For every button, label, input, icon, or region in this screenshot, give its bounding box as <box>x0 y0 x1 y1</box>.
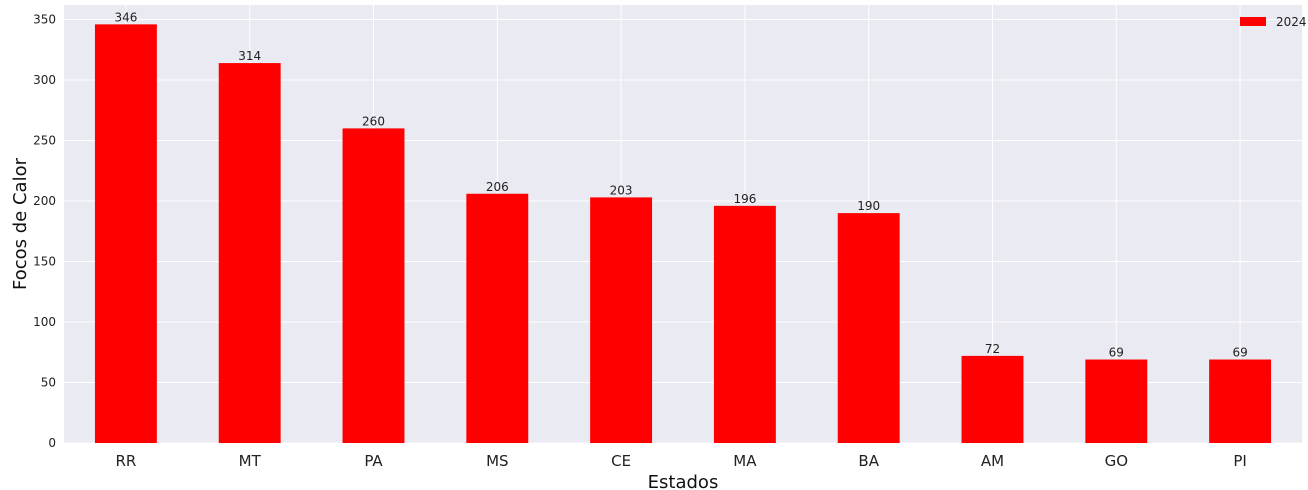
x-tick-label: AM <box>981 452 1004 470</box>
bar-go <box>1085 359 1148 443</box>
y-tick-label: 150 <box>33 255 56 269</box>
bar-mt <box>218 63 281 444</box>
x-tick-label: PI <box>1233 452 1246 470</box>
bar-rr <box>94 24 157 443</box>
bar-value-label: 206 <box>486 180 509 194</box>
bar-ms <box>466 193 529 443</box>
bar-value-label: 72 <box>985 342 1000 356</box>
bar-value-label: 203 <box>610 183 633 197</box>
y-tick-label: 300 <box>33 73 56 87</box>
x-tick-label: MS <box>486 452 508 470</box>
x-tick-label: MT <box>239 452 262 470</box>
y-tick-label: 0 <box>48 436 56 450</box>
bar-value-label: 69 <box>1232 346 1247 360</box>
x-tick-label: BA <box>858 452 879 470</box>
y-tick-labels: 0 50 100 150 200 250 300 350 <box>33 13 56 450</box>
y-tick-label: 100 <box>33 315 56 329</box>
x-tick-label: CE <box>611 452 631 470</box>
bar-value-labels: 346 314 260 206 203 196 190 72 69 69 <box>114 10 1247 359</box>
bar-ce <box>590 197 653 443</box>
legend: 2024 <box>1240 15 1307 29</box>
bar-value-label: 346 <box>114 10 137 24</box>
y-tick-label: 250 <box>33 134 56 148</box>
y-tick-label: 350 <box>33 13 56 27</box>
x-tick-label: GO <box>1105 452 1128 470</box>
x-tick-label: MA <box>733 452 757 470</box>
bar-ma <box>713 205 776 443</box>
x-axis-title: Estados <box>648 472 719 490</box>
bar-value-label: 314 <box>238 49 261 63</box>
bar-value-label: 190 <box>857 199 880 213</box>
bar-value-label: 196 <box>733 192 756 206</box>
x-tick-label: RR <box>115 452 136 470</box>
x-tick-labels: RR MT PA MS CE MA BA AM GO PI <box>115 452 1246 470</box>
y-tick-label: 200 <box>33 194 56 208</box>
bar-pi <box>1209 359 1272 443</box>
bar-ba <box>837 213 900 443</box>
bar-value-label: 69 <box>1109 346 1124 360</box>
legend-label: 2024 <box>1276 15 1307 29</box>
legend-swatch <box>1240 17 1266 26</box>
bar-am <box>961 355 1024 443</box>
bars <box>94 24 1272 444</box>
bar-pa <box>342 128 405 443</box>
y-tick-label: 50 <box>41 376 56 390</box>
x-tick-label: PA <box>364 452 383 470</box>
bar-value-label: 260 <box>362 114 385 128</box>
y-axis-title: Focos de Calor <box>10 157 31 290</box>
